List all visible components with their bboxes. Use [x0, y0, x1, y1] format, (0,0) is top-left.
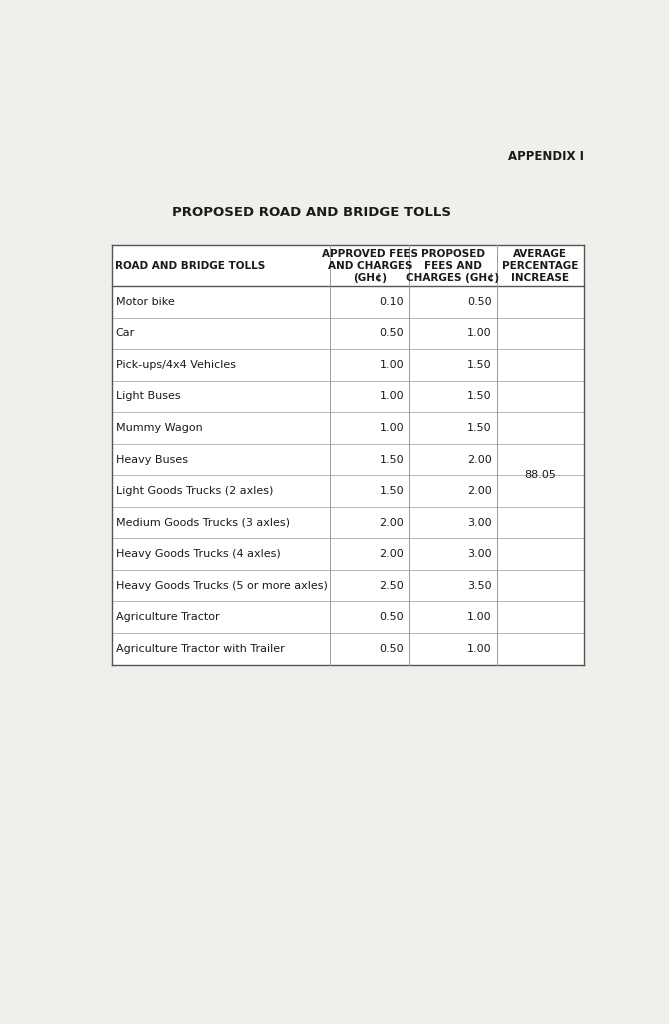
Text: Agriculture Tractor with Trailer: Agriculture Tractor with Trailer — [116, 644, 284, 653]
Text: Pick-ups/4x4 Vehicles: Pick-ups/4x4 Vehicles — [116, 360, 235, 370]
Text: APPROVED FEES
AND CHARGES
(GH¢): APPROVED FEES AND CHARGES (GH¢) — [322, 249, 417, 283]
Text: 2.50: 2.50 — [379, 581, 404, 591]
Text: Light Goods Trucks (2 axles): Light Goods Trucks (2 axles) — [116, 486, 273, 496]
Text: 0.50: 0.50 — [467, 297, 492, 307]
Text: Motor bike: Motor bike — [116, 297, 175, 307]
Text: 1.00: 1.00 — [467, 329, 492, 338]
Text: PROPOSED
FEES AND
CHARGES (GH¢): PROPOSED FEES AND CHARGES (GH¢) — [407, 249, 500, 283]
Text: 3.00: 3.00 — [467, 518, 492, 527]
Text: PROPOSED ROAD AND BRIDGE TOLLS: PROPOSED ROAD AND BRIDGE TOLLS — [172, 206, 452, 219]
Text: 1.00: 1.00 — [379, 423, 404, 433]
Text: Car: Car — [116, 329, 135, 338]
Text: 1.50: 1.50 — [379, 455, 404, 465]
Text: 1.00: 1.00 — [379, 360, 404, 370]
Text: 1.00: 1.00 — [379, 391, 404, 401]
Text: AVERAGE
PERCENTAGE
INCREASE: AVERAGE PERCENTAGE INCREASE — [502, 249, 579, 283]
Text: Mummy Wagon: Mummy Wagon — [116, 423, 203, 433]
Text: 2.00: 2.00 — [467, 486, 492, 496]
Text: 1.50: 1.50 — [467, 423, 492, 433]
Text: 0.50: 0.50 — [379, 644, 404, 653]
Text: 88.05: 88.05 — [524, 470, 556, 480]
Text: ROAD AND BRIDGE TOLLS: ROAD AND BRIDGE TOLLS — [115, 260, 266, 270]
Text: Agriculture Tractor: Agriculture Tractor — [116, 612, 219, 623]
Bar — [112, 245, 584, 665]
Text: Medium Goods Trucks (3 axles): Medium Goods Trucks (3 axles) — [116, 518, 290, 527]
Text: 0.50: 0.50 — [379, 612, 404, 623]
Text: 2.00: 2.00 — [379, 518, 404, 527]
Text: 1.50: 1.50 — [467, 360, 492, 370]
Text: 3.50: 3.50 — [467, 581, 492, 591]
Text: 0.50: 0.50 — [379, 329, 404, 338]
Text: Light Buses: Light Buses — [116, 391, 181, 401]
Text: Heavy Goods Trucks (4 axles): Heavy Goods Trucks (4 axles) — [116, 549, 280, 559]
Text: 1.00: 1.00 — [467, 612, 492, 623]
Text: 2.00: 2.00 — [379, 549, 404, 559]
Text: 3.00: 3.00 — [467, 549, 492, 559]
Text: 0.10: 0.10 — [379, 297, 404, 307]
Text: APPENDIX I: APPENDIX I — [508, 151, 584, 164]
Text: 1.50: 1.50 — [379, 486, 404, 496]
Text: 1.50: 1.50 — [467, 391, 492, 401]
Text: Heavy Buses: Heavy Buses — [116, 455, 188, 465]
Text: 1.00: 1.00 — [467, 644, 492, 653]
Text: 2.00: 2.00 — [467, 455, 492, 465]
Text: Heavy Goods Trucks (5 or more axles): Heavy Goods Trucks (5 or more axles) — [116, 581, 328, 591]
